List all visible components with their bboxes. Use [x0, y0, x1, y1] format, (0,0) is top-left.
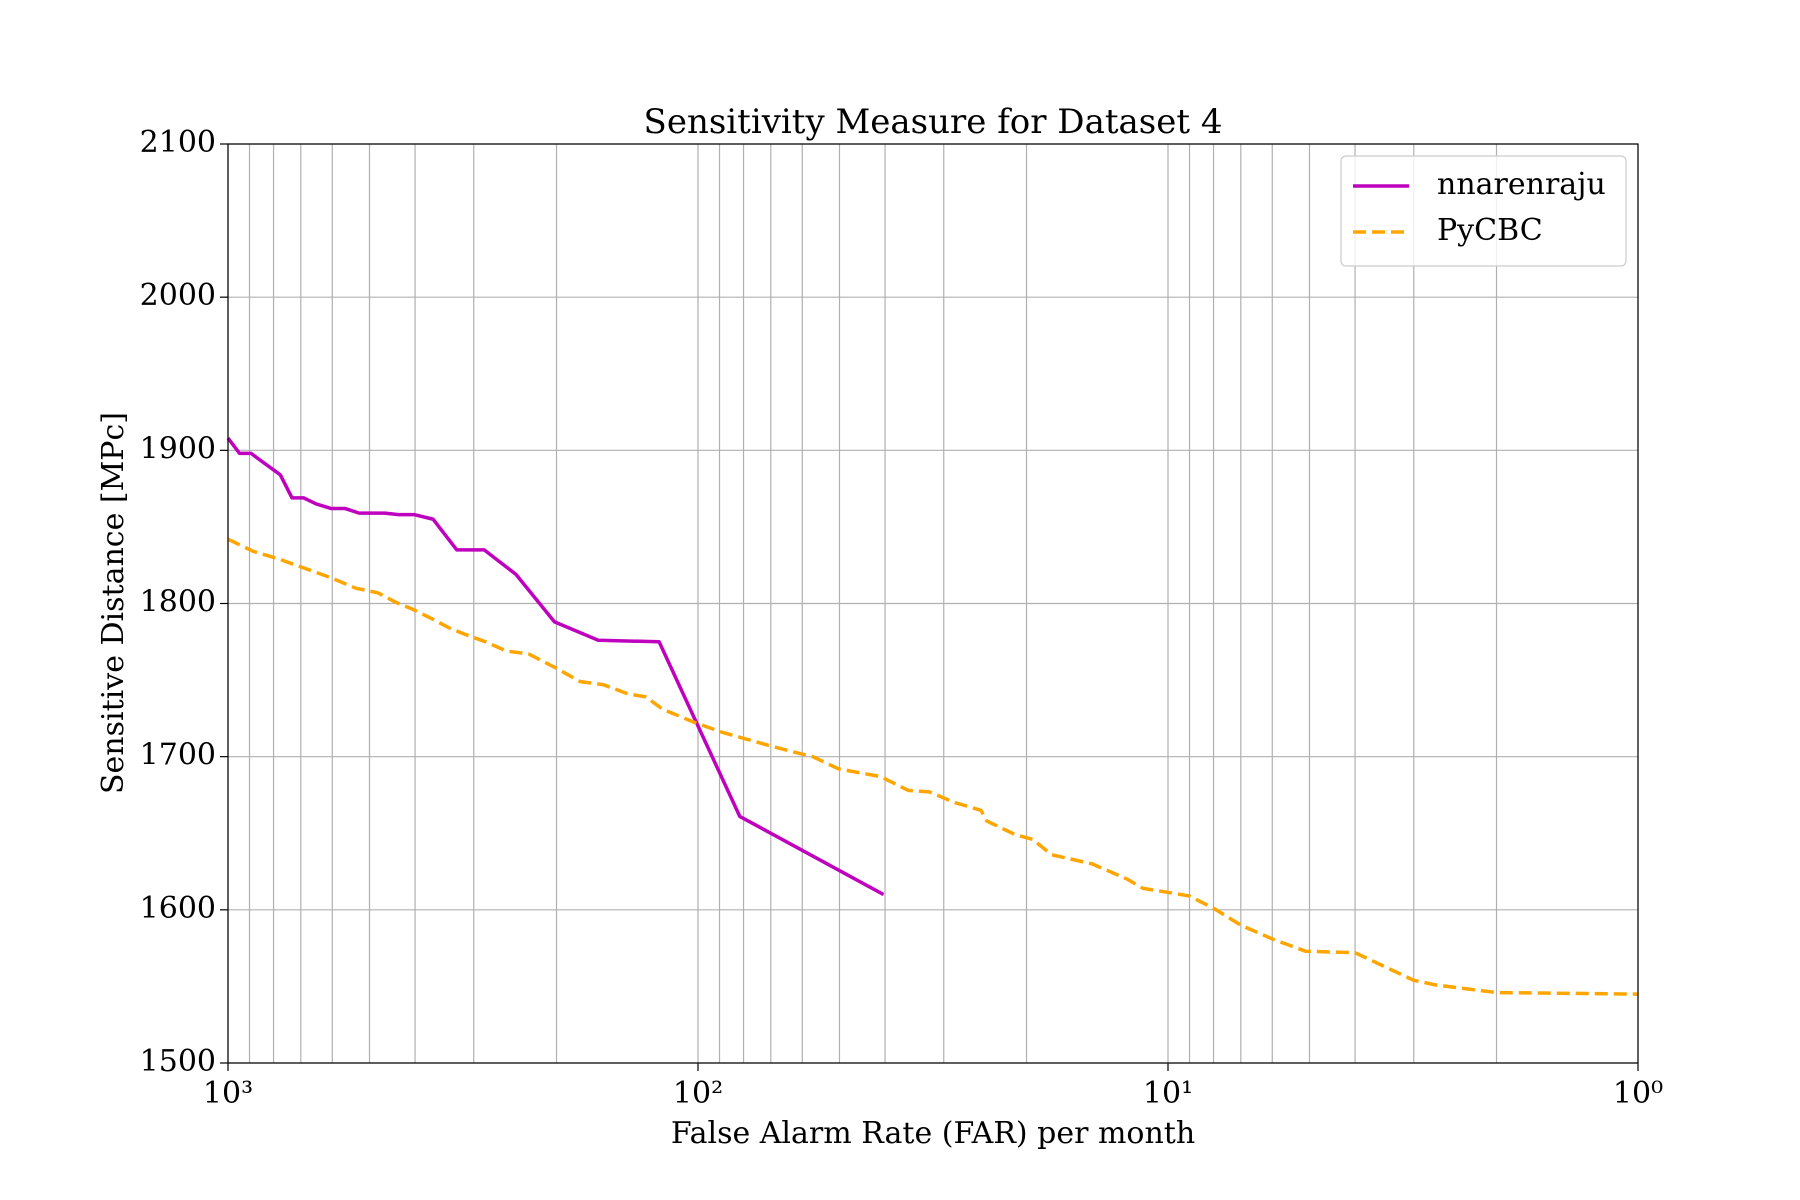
x-tick-label: 10²	[673, 1076, 723, 1111]
x-tick-label: 10¹	[1143, 1076, 1193, 1111]
legend-box	[1340, 155, 1627, 267]
plot-frame	[227, 143, 1639, 1064]
legend-label: nnarenraju	[1437, 167, 1606, 202]
y-tick-label: 1600	[140, 891, 216, 926]
y-tick-label: 1700	[140, 738, 216, 773]
legend-label: PyCBC	[1437, 213, 1543, 248]
x-tick-label: 10³	[203, 1076, 253, 1111]
y-tick-label: 1900	[140, 431, 216, 466]
y-axis-label: Sensitive Distance [MPc]	[96, 412, 131, 794]
y-tick-label: 1800	[140, 585, 216, 620]
y-tick-label: 2000	[140, 278, 216, 313]
data-line	[227, 537, 1639, 996]
x-tick-label: 10⁰	[1613, 1076, 1663, 1111]
y-tick-label: 2100	[140, 125, 216, 160]
x-axis-label: False Alarm Rate (FAR) per month	[671, 1116, 1195, 1151]
chart-title: Sensitivity Measure for Dataset 4	[644, 102, 1223, 142]
data-line	[226, 437, 885, 897]
y-tick-label: 1500	[140, 1044, 216, 1079]
